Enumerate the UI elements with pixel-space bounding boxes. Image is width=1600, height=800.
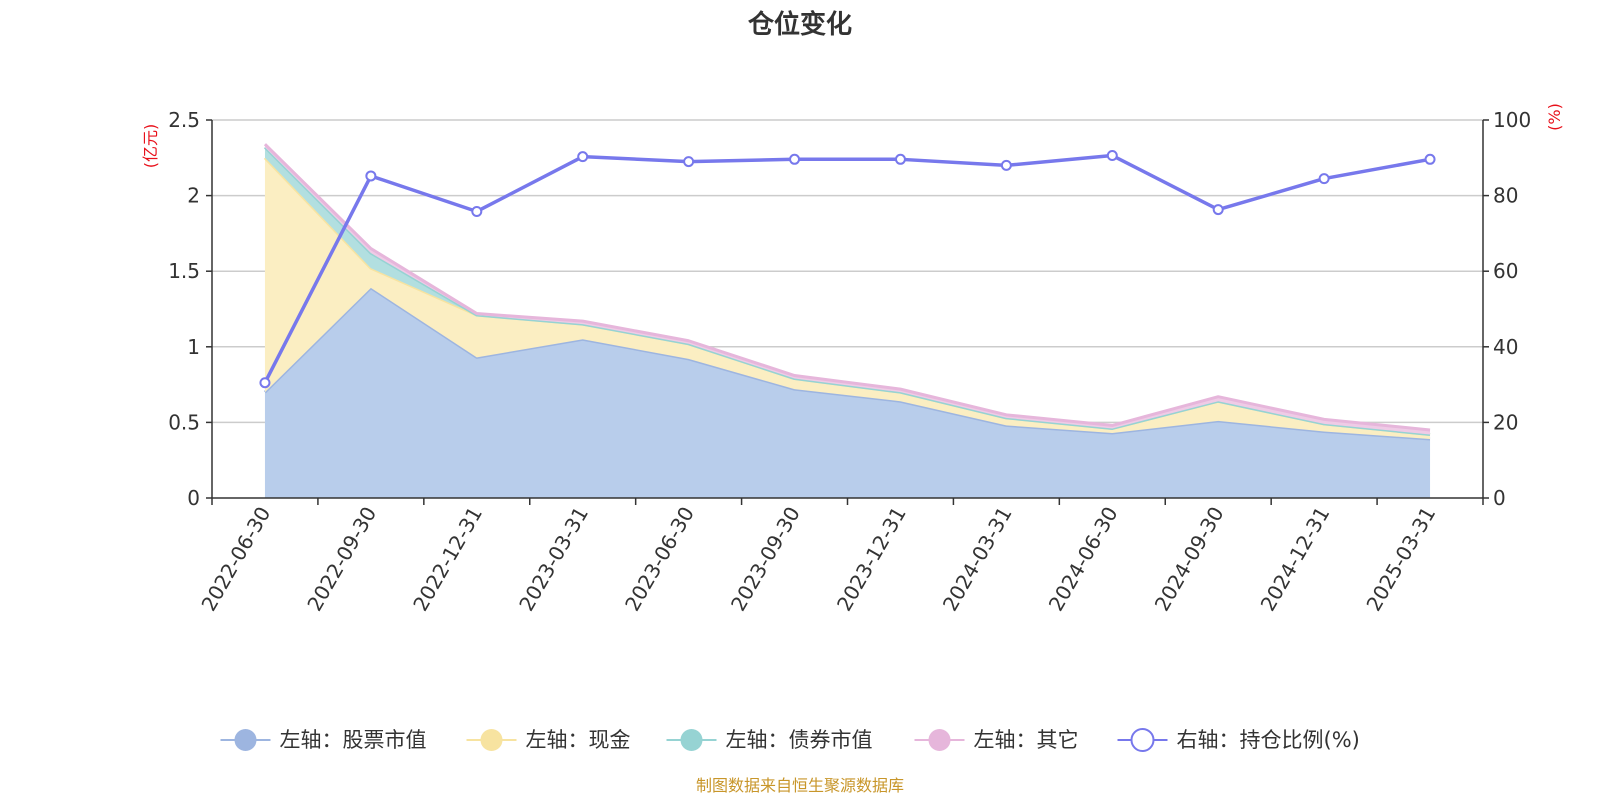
x-tick-label: 2024-03-31 (938, 503, 1017, 616)
x-tick-label: 2023-03-31 (514, 503, 593, 616)
ratio-point (1212, 204, 1224, 216)
right-tick-label: 40 (1493, 335, 1518, 359)
left-tick-label: 1 (187, 335, 200, 359)
ratio-point (1106, 150, 1118, 162)
legend-marker (234, 729, 257, 751)
right-tick-label: 80 (1493, 184, 1518, 208)
ratio-point (259, 377, 271, 389)
right-tick-label: 100 (1493, 108, 1531, 132)
ratio-line-path (263, 153, 1431, 384)
right-tick-label: 0 (1493, 486, 1506, 510)
ratio-point (1000, 159, 1012, 171)
legend: 左轴：股票市值 左轴：现金 左轴：债券市值 左轴：其它 右轴：持仓比例(%) (220, 728, 1360, 752)
legend-marker (1130, 728, 1155, 752)
legend-marker (928, 729, 951, 751)
ratio-point (577, 151, 589, 163)
ratio-point (894, 153, 906, 165)
left-tick-label: 1.5 (168, 259, 200, 283)
stacked-areas (263, 143, 1431, 498)
right-tick-label: 20 (1493, 410, 1518, 434)
legend-item-1: 左轴：现金 (466, 728, 631, 752)
x-tick-label: 2023-06-30 (620, 503, 699, 616)
legend-marker (480, 729, 503, 751)
left-tick-label: 2 (187, 184, 200, 208)
ratio-point (683, 156, 695, 168)
x-tick-label: 2022-06-30 (196, 503, 275, 616)
legend-item-4: 右轴：持仓比例(%) (1117, 728, 1360, 752)
x-tick-label: 2023-12-31 (832, 503, 911, 616)
area-line-series-2 (263, 146, 1431, 436)
area-series-0 (264, 287, 1431, 498)
x-tick-label: 2024-06-30 (1044, 503, 1123, 616)
ratio-point (1318, 173, 1330, 185)
ratio-point (365, 170, 377, 182)
ratio-point (471, 205, 483, 217)
legend-item-0: 左轴：股票市值 (220, 728, 427, 752)
left-axis-unit: (亿元) (141, 124, 160, 169)
x-tick-label: 2022-12-31 (408, 503, 487, 616)
legend-label: 左轴：其它 (974, 728, 1079, 752)
legend-label: 右轴：持仓比例(%) (1177, 728, 1360, 752)
legend-marker (680, 729, 703, 751)
left-tick-label: 0 (187, 486, 200, 510)
legend-label: 左轴：股票市值 (280, 728, 427, 752)
legend-item-2: 左轴：债券市值 (666, 728, 873, 752)
legend-label: 左轴：债券市值 (726, 728, 873, 752)
legend-label: 左轴：现金 (526, 728, 631, 752)
x-tick-label: 2025-03-31 (1361, 503, 1440, 616)
x-tick-label: 2022-09-30 (302, 503, 381, 616)
x-tick-label: 2023-09-30 (726, 503, 805, 616)
area-line-series-3 (263, 143, 1431, 432)
right-tick-label: 60 (1493, 259, 1518, 283)
x-tick-label: 2024-12-31 (1256, 503, 1335, 616)
ratio-line (259, 150, 1436, 389)
left-tick-label: 0.5 (168, 410, 200, 434)
x-tick-label: 2024-09-30 (1150, 503, 1229, 616)
ratio-point (1424, 153, 1436, 165)
ratio-point (789, 153, 801, 165)
legend-item-3: 左轴：其它 (914, 728, 1079, 752)
chart-title: 仓位变化 (747, 9, 852, 40)
right-axis-unit: (%) (1545, 103, 1564, 131)
left-tick-label: 2.5 (168, 108, 200, 132)
data-source-note: 制图数据来自恒生聚源数据库 (696, 776, 904, 795)
